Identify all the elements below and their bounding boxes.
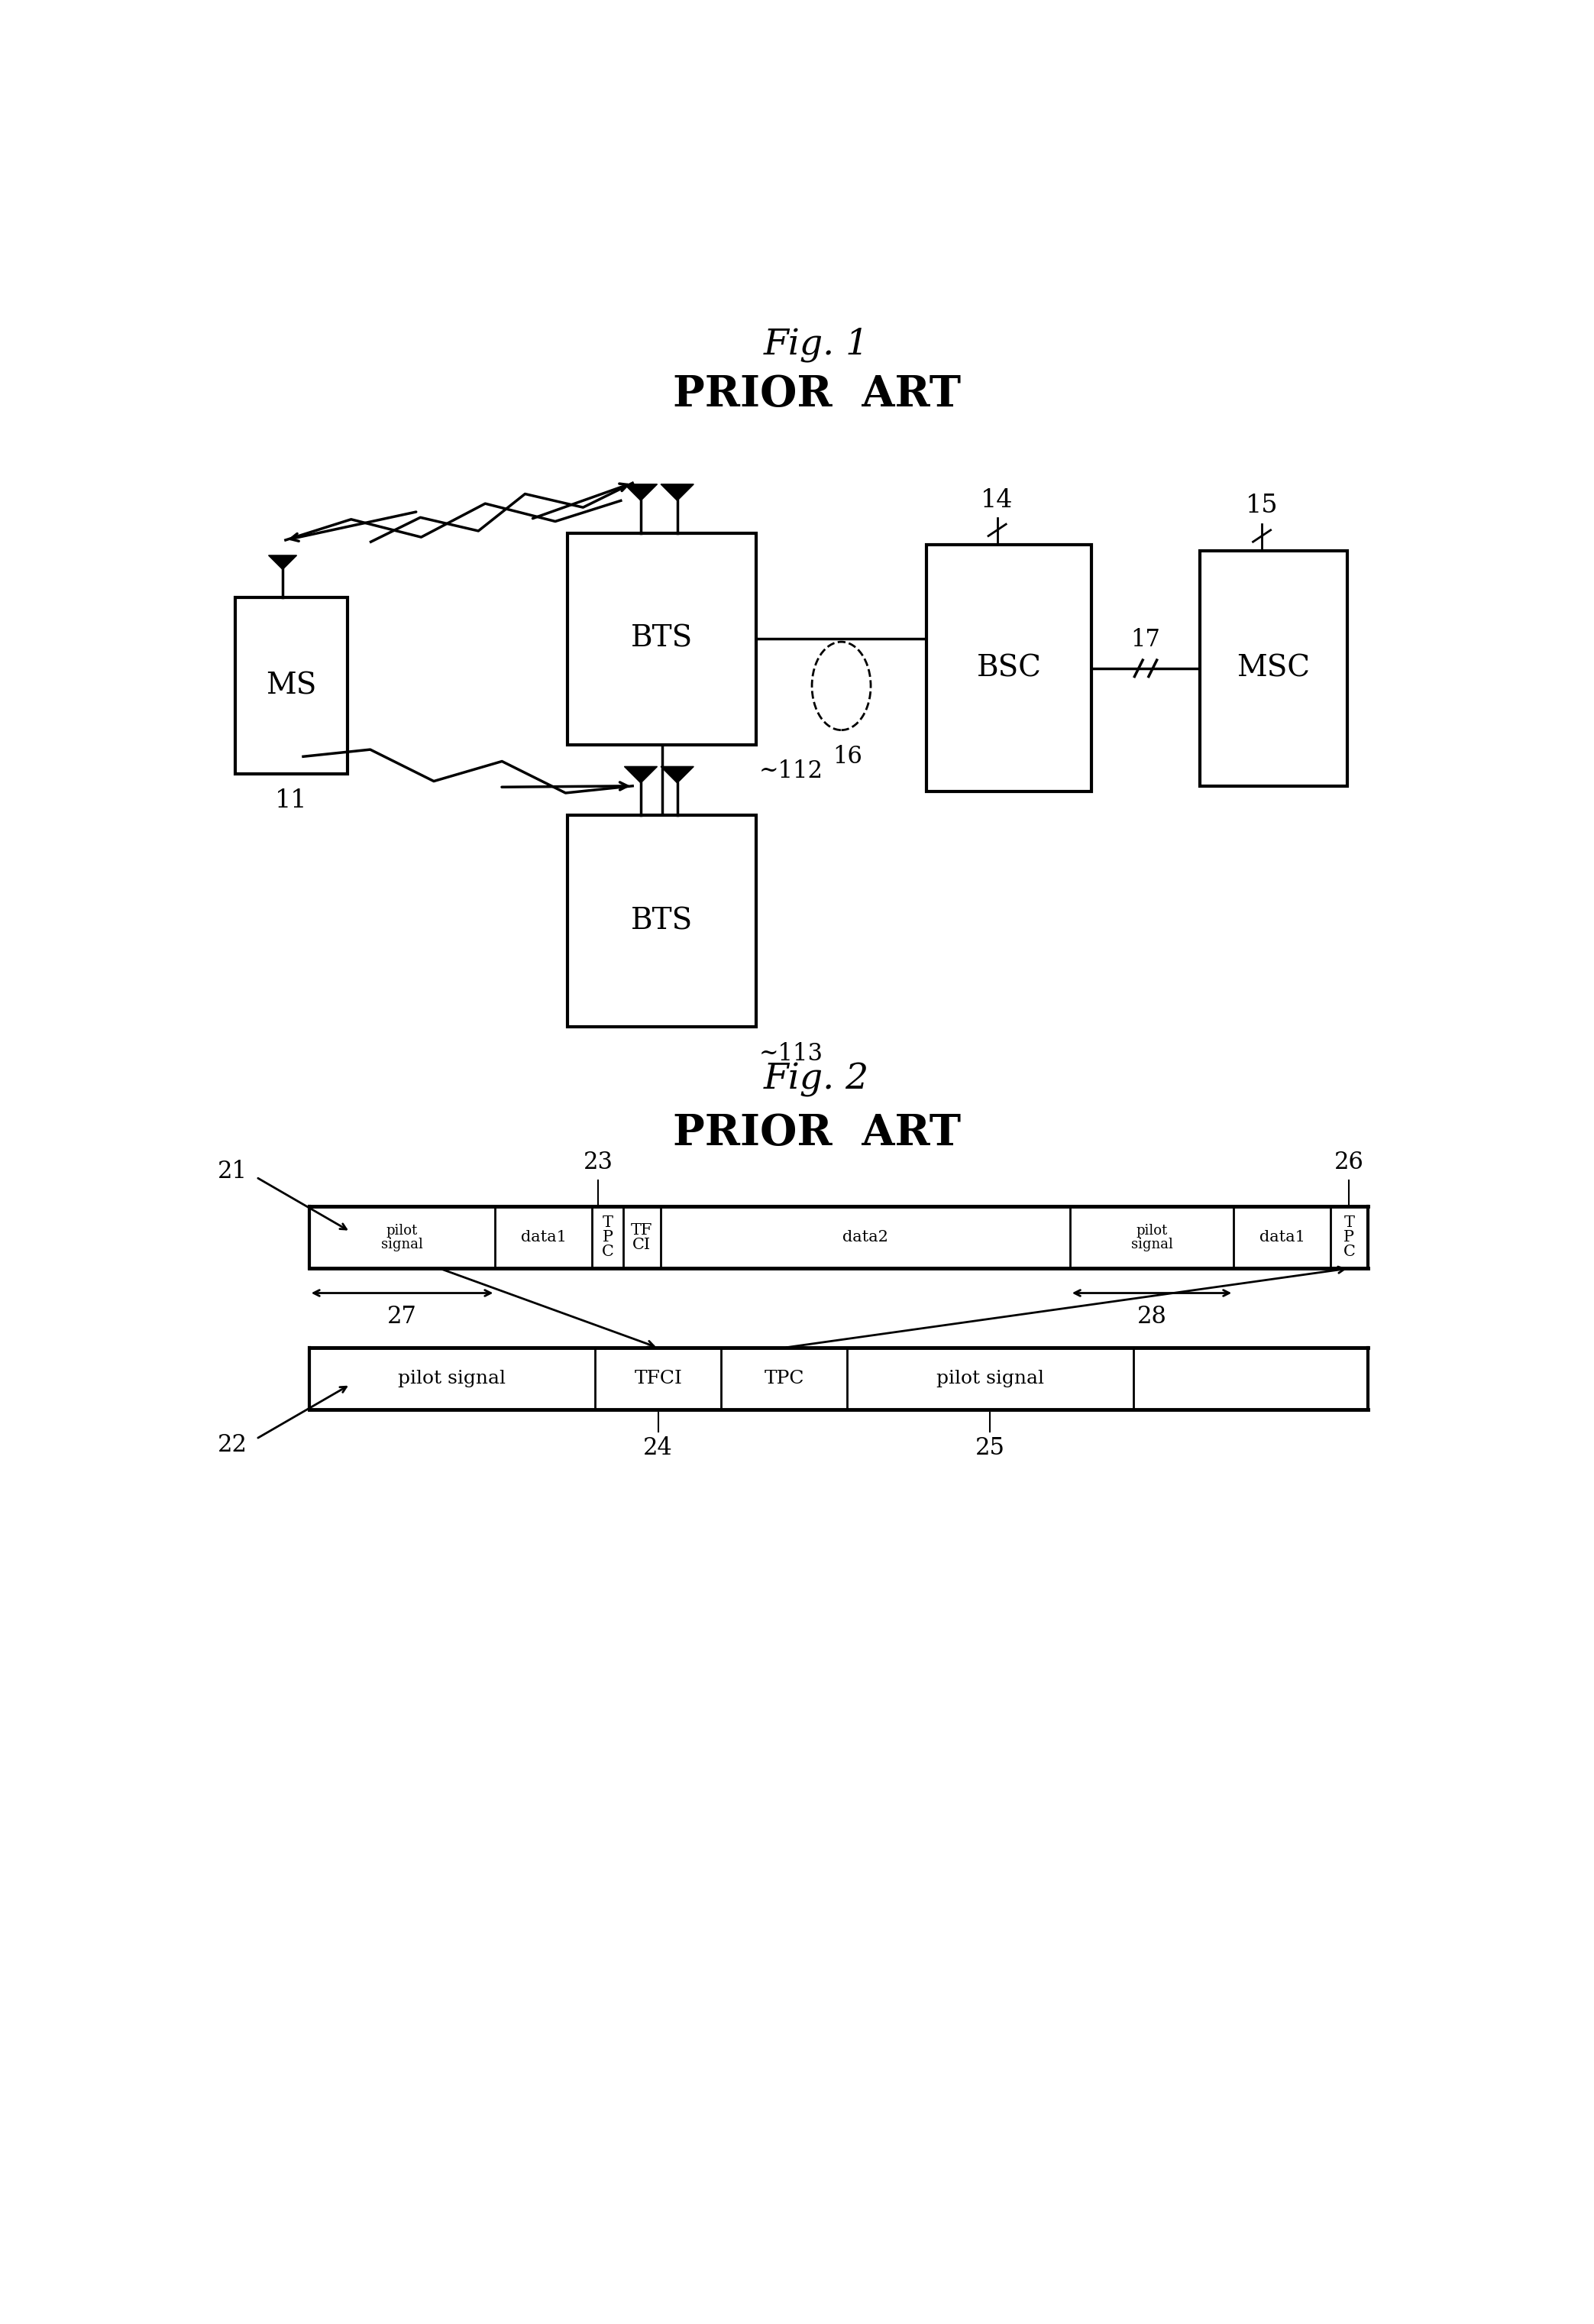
Text: 28: 28 xyxy=(1137,1304,1167,1329)
Polygon shape xyxy=(662,767,693,783)
Text: Fig. 2: Fig. 2 xyxy=(764,1062,869,1097)
Text: BTS: BTS xyxy=(631,906,693,934)
Bar xyxy=(309,1206,1368,1269)
Text: TF
CI: TF CI xyxy=(631,1222,652,1253)
Bar xyxy=(567,532,756,744)
Text: 27: 27 xyxy=(387,1304,418,1329)
Bar xyxy=(236,597,347,774)
Text: BTS: BTS xyxy=(631,625,693,653)
Text: 16: 16 xyxy=(832,744,862,769)
Text: MS: MS xyxy=(266,672,317,700)
Polygon shape xyxy=(625,483,657,500)
Bar xyxy=(567,816,756,1027)
Text: 25: 25 xyxy=(976,1436,1004,1459)
Bar xyxy=(926,544,1092,792)
Text: 21: 21 xyxy=(217,1160,247,1183)
Polygon shape xyxy=(625,767,657,783)
Text: 14: 14 xyxy=(980,488,1014,511)
Text: T
P
C: T P C xyxy=(1344,1215,1355,1260)
Text: 24: 24 xyxy=(644,1436,673,1459)
Text: 15: 15 xyxy=(1245,495,1278,518)
Text: PRIOR  ART: PRIOR ART xyxy=(673,374,961,416)
Text: pilot signal: pilot signal xyxy=(398,1369,505,1387)
Bar xyxy=(1200,551,1347,786)
Text: pilot signal: pilot signal xyxy=(936,1369,1044,1387)
Text: BSC: BSC xyxy=(977,653,1041,683)
Text: T
P
C: T P C xyxy=(601,1215,614,1260)
Text: data2: data2 xyxy=(842,1229,888,1246)
Text: PRIOR  ART: PRIOR ART xyxy=(673,1111,961,1155)
Text: data1: data1 xyxy=(521,1229,566,1246)
Text: 22: 22 xyxy=(217,1434,247,1457)
Text: ~112: ~112 xyxy=(759,760,823,783)
Text: TPC: TPC xyxy=(764,1369,803,1387)
Text: 23: 23 xyxy=(583,1150,614,1174)
Text: data1: data1 xyxy=(1259,1229,1305,1246)
Polygon shape xyxy=(662,483,693,500)
Text: ~113: ~113 xyxy=(759,1041,823,1064)
Polygon shape xyxy=(268,555,296,569)
Text: TFCI: TFCI xyxy=(634,1369,682,1387)
Text: pilot
signal: pilot signal xyxy=(381,1225,422,1250)
Text: MSC: MSC xyxy=(1237,653,1310,683)
Bar xyxy=(309,1348,1368,1411)
Text: 11: 11 xyxy=(276,788,308,813)
Text: pilot
signal: pilot signal xyxy=(1130,1225,1173,1250)
Text: 26: 26 xyxy=(1334,1150,1364,1174)
Text: Fig. 1: Fig. 1 xyxy=(764,328,869,363)
Text: 17: 17 xyxy=(1130,627,1160,651)
